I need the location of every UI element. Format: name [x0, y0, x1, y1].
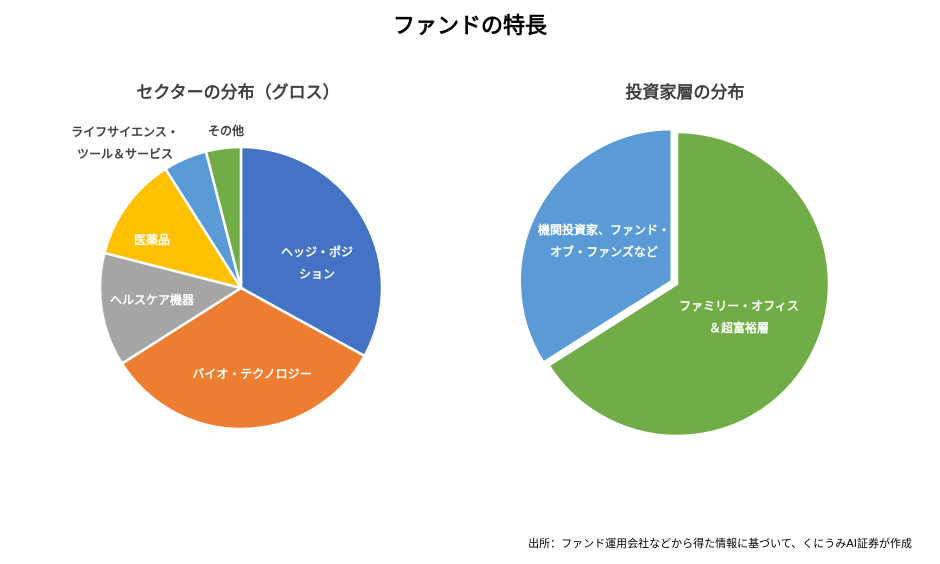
slice-label: 医薬品: [133, 233, 171, 247]
slice-label: その他: [207, 124, 245, 138]
slice-label: ヘッジ・ポジ ション: [280, 245, 354, 281]
pie-slice: [546, 130, 831, 438]
chart-title: セクターの分布（グロス）: [136, 83, 340, 103]
pie-slice: [204, 145, 243, 289]
slice-label: ファミリー・オフィス ＆超富裕層: [679, 299, 799, 335]
slice-label: バイオ・テクノロジー: [192, 367, 312, 381]
slice-label: 機関投資家、ファンド・ オブ・ファンズなど: [537, 223, 671, 259]
pie-slice: [102, 167, 244, 290]
source-note: 出所：ファンド運用会社などから得た情報に基づいて、くにうみAI証券が作成: [528, 537, 912, 550]
pie-slice: [98, 251, 245, 366]
chart-title: 投資家層の分布: [625, 83, 745, 103]
pie-slice: [239, 145, 384, 358]
pie-slice: [120, 286, 367, 431]
slice-label: ヘルスケア機器: [109, 293, 195, 307]
slice-label: ライフサイエンス・ ツール＆サービス: [71, 125, 179, 161]
pie-slice: [518, 127, 673, 365]
page-title: ファンドの特長: [392, 14, 547, 39]
